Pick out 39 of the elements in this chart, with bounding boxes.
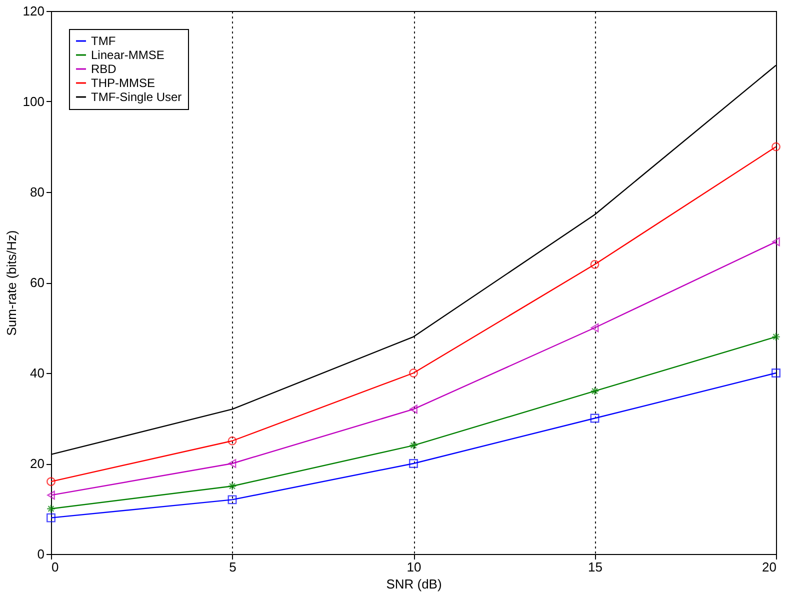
- point: [772, 332, 780, 342]
- point: [590, 386, 600, 396]
- point: [590, 414, 600, 423]
- x-axis-title: SNR (dB): [386, 576, 442, 592]
- point: [410, 404, 418, 414]
- y-tick-label: 20: [30, 456, 44, 471]
- point: [228, 482, 237, 491]
- y-axis-title: Sum-rate (bits/Hz): [4, 230, 19, 336]
- y-tick-label: 100: [22, 94, 44, 109]
- x-tick-label: 20: [762, 560, 776, 574]
- point: [772, 368, 780, 378]
- point: [409, 459, 418, 468]
- point: [772, 142, 780, 152]
- x-tick-label: 5: [229, 560, 236, 574]
- point: [228, 459, 236, 468]
- legend-label: RBD: [91, 62, 117, 76]
- y-tick-label: 0: [37, 546, 44, 562]
- point: [46, 477, 56, 486]
- point: [47, 490, 55, 500]
- point: [409, 368, 418, 378]
- x-tick-label: 15: [588, 560, 602, 574]
- legend-label: TMF: [91, 34, 116, 48]
- point: [46, 504, 56, 514]
- point: [46, 513, 56, 522]
- y-tick-label: 60: [30, 275, 44, 290]
- x-tick-label: 0: [52, 560, 59, 574]
- point: [228, 436, 237, 446]
- point: [772, 237, 780, 246]
- point: [409, 440, 418, 450]
- legend-label: Linear-MMSE: [91, 48, 164, 62]
- legend-label: TMF-Single User: [91, 90, 182, 104]
- x-tick-label: 10: [406, 560, 422, 574]
- y-tick-label: 80: [30, 184, 44, 200]
- point: [590, 323, 599, 332]
- point: [590, 260, 600, 269]
- legend-label: THP-MMSE: [91, 76, 155, 90]
- y-tick-label: 40: [30, 366, 44, 380]
- point: [228, 495, 237, 504]
- y-tick-label: 120: [22, 4, 44, 18]
